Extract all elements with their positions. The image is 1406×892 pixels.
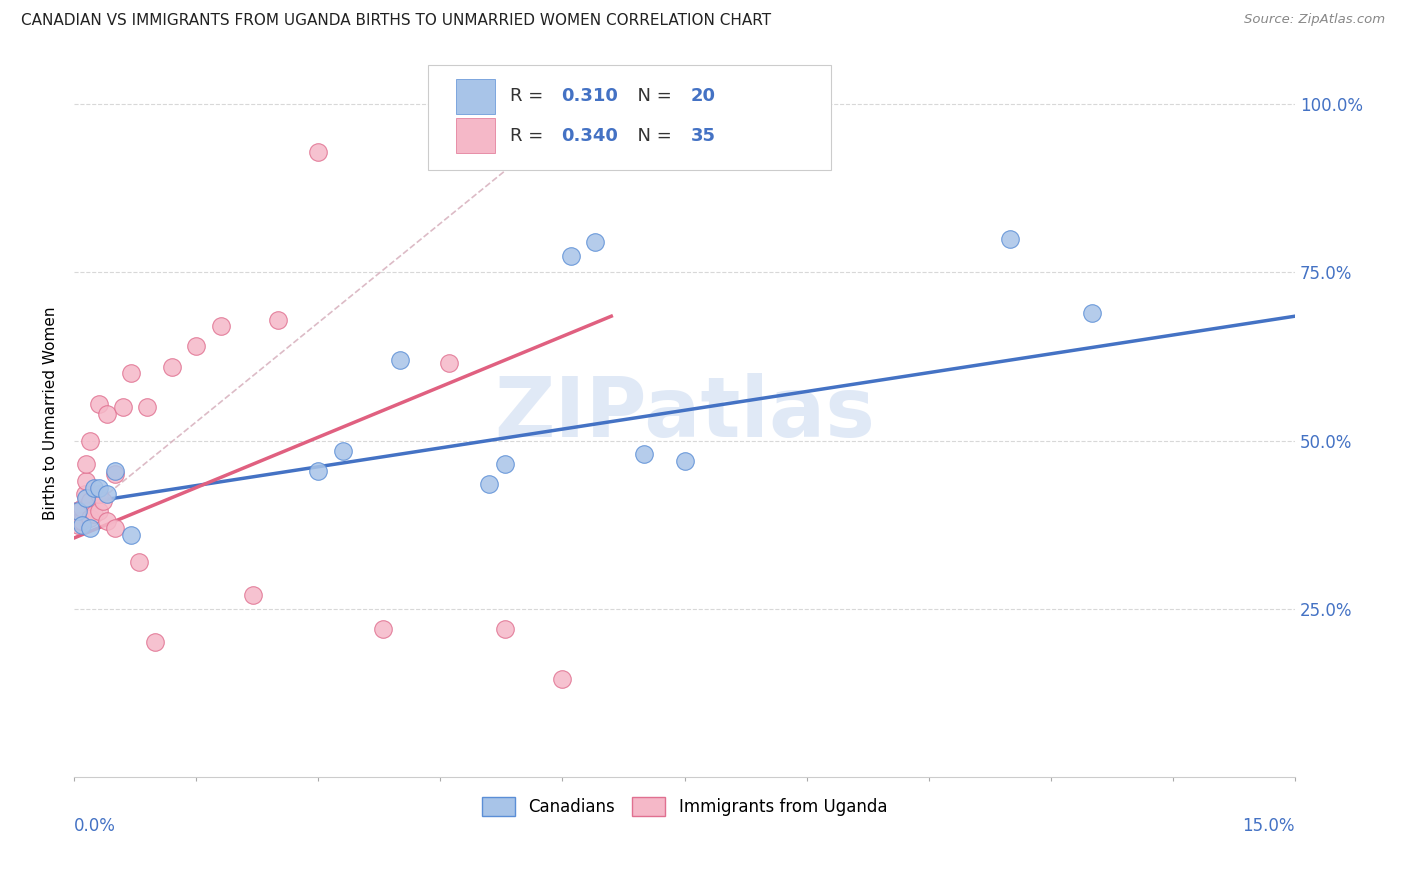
Text: Source: ZipAtlas.com: Source: ZipAtlas.com — [1244, 13, 1385, 27]
Text: N =: N = — [626, 127, 678, 145]
Point — [79, 434, 101, 448]
Point — [111, 400, 134, 414]
Point — [307, 145, 329, 159]
Point — [104, 521, 127, 535]
Point — [65, 504, 87, 518]
Point — [560, 249, 582, 263]
Point — [87, 481, 110, 495]
Point — [266, 312, 288, 326]
Text: 0.340: 0.340 — [561, 127, 619, 145]
Point — [332, 443, 354, 458]
Legend: Canadians, Immigrants from Uganda: Canadians, Immigrants from Uganda — [475, 790, 894, 822]
Point — [104, 467, 127, 482]
Point — [551, 672, 574, 686]
Point — [67, 504, 90, 518]
Point — [495, 457, 517, 471]
Point — [83, 508, 105, 522]
Point — [495, 622, 517, 636]
Text: R =: R = — [510, 127, 548, 145]
Point — [96, 514, 118, 528]
Point — [69, 514, 91, 528]
Text: ZIPatlas: ZIPatlas — [494, 373, 875, 454]
Point — [87, 396, 110, 410]
Text: 0.310: 0.310 — [561, 87, 619, 105]
Point — [79, 511, 101, 525]
Point — [128, 555, 150, 569]
Text: 15.0%: 15.0% — [1243, 816, 1295, 835]
Point — [70, 517, 93, 532]
Point — [307, 464, 329, 478]
Point — [373, 622, 395, 636]
Point — [633, 447, 655, 461]
FancyBboxPatch shape — [456, 119, 495, 153]
Point — [583, 235, 606, 250]
Point — [96, 407, 118, 421]
Text: 0.0%: 0.0% — [75, 816, 115, 835]
Text: N =: N = — [626, 87, 678, 105]
Point — [160, 359, 183, 374]
Y-axis label: Births to Unmarried Women: Births to Unmarried Women — [44, 307, 58, 520]
Point — [186, 339, 208, 353]
Text: 35: 35 — [690, 127, 716, 145]
Point — [70, 514, 93, 528]
Point — [136, 400, 159, 414]
Point — [120, 367, 142, 381]
Point — [388, 352, 411, 367]
Point — [87, 487, 110, 501]
Point — [79, 494, 101, 508]
Point — [96, 487, 118, 501]
Point — [75, 491, 97, 505]
FancyBboxPatch shape — [429, 65, 831, 170]
Point — [673, 453, 696, 467]
Point — [120, 527, 142, 541]
Point — [87, 504, 110, 518]
Point — [145, 635, 167, 649]
Point — [79, 521, 101, 535]
Text: CANADIAN VS IMMIGRANTS FROM UGANDA BIRTHS TO UNMARRIED WOMEN CORRELATION CHART: CANADIAN VS IMMIGRANTS FROM UGANDA BIRTH… — [21, 13, 772, 29]
Point — [242, 588, 264, 602]
Point — [70, 500, 93, 515]
Point — [73, 487, 96, 501]
Point — [437, 356, 460, 370]
Point — [209, 319, 232, 334]
Point — [75, 474, 97, 488]
Point — [91, 494, 114, 508]
Text: R =: R = — [510, 87, 548, 105]
Point — [1080, 306, 1102, 320]
Point — [67, 517, 90, 532]
Point — [75, 457, 97, 471]
Point — [478, 477, 501, 491]
Point — [83, 481, 105, 495]
Point — [998, 232, 1021, 246]
Point — [104, 464, 127, 478]
Text: 20: 20 — [690, 87, 716, 105]
FancyBboxPatch shape — [456, 79, 495, 114]
